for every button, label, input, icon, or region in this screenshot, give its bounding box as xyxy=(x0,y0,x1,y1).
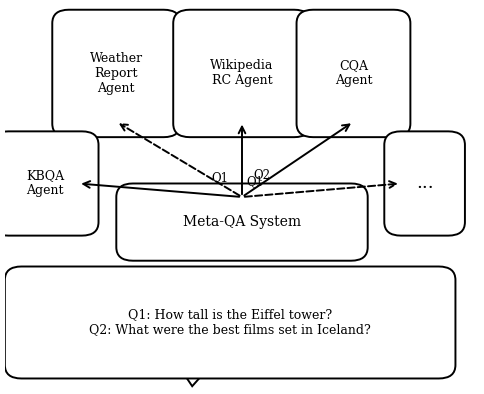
Text: Q1: Q1 xyxy=(211,171,228,184)
FancyBboxPatch shape xyxy=(116,184,368,261)
Text: Q2: Q2 xyxy=(254,168,271,181)
Text: CQA
Agent: CQA Agent xyxy=(335,59,372,87)
FancyBboxPatch shape xyxy=(173,10,311,137)
FancyBboxPatch shape xyxy=(384,131,465,236)
Text: Meta-QA System: Meta-QA System xyxy=(183,215,301,229)
FancyBboxPatch shape xyxy=(5,266,455,379)
Text: ...: ... xyxy=(416,175,434,193)
FancyBboxPatch shape xyxy=(0,131,99,236)
Text: Wikipedia
RC Agent: Wikipedia RC Agent xyxy=(211,59,273,87)
FancyBboxPatch shape xyxy=(52,10,181,137)
Polygon shape xyxy=(178,365,211,386)
FancyBboxPatch shape xyxy=(297,10,410,137)
Text: Weather
Report
Agent: Weather Report Agent xyxy=(90,52,143,95)
Text: Q1: How tall is the Eiffel tower?
Q2: What were the best films set in Iceland?: Q1: How tall is the Eiffel tower? Q2: Wh… xyxy=(89,309,371,336)
Text: Q1: Q1 xyxy=(247,175,264,188)
Text: KBQA
Agent: KBQA Agent xyxy=(26,169,64,197)
